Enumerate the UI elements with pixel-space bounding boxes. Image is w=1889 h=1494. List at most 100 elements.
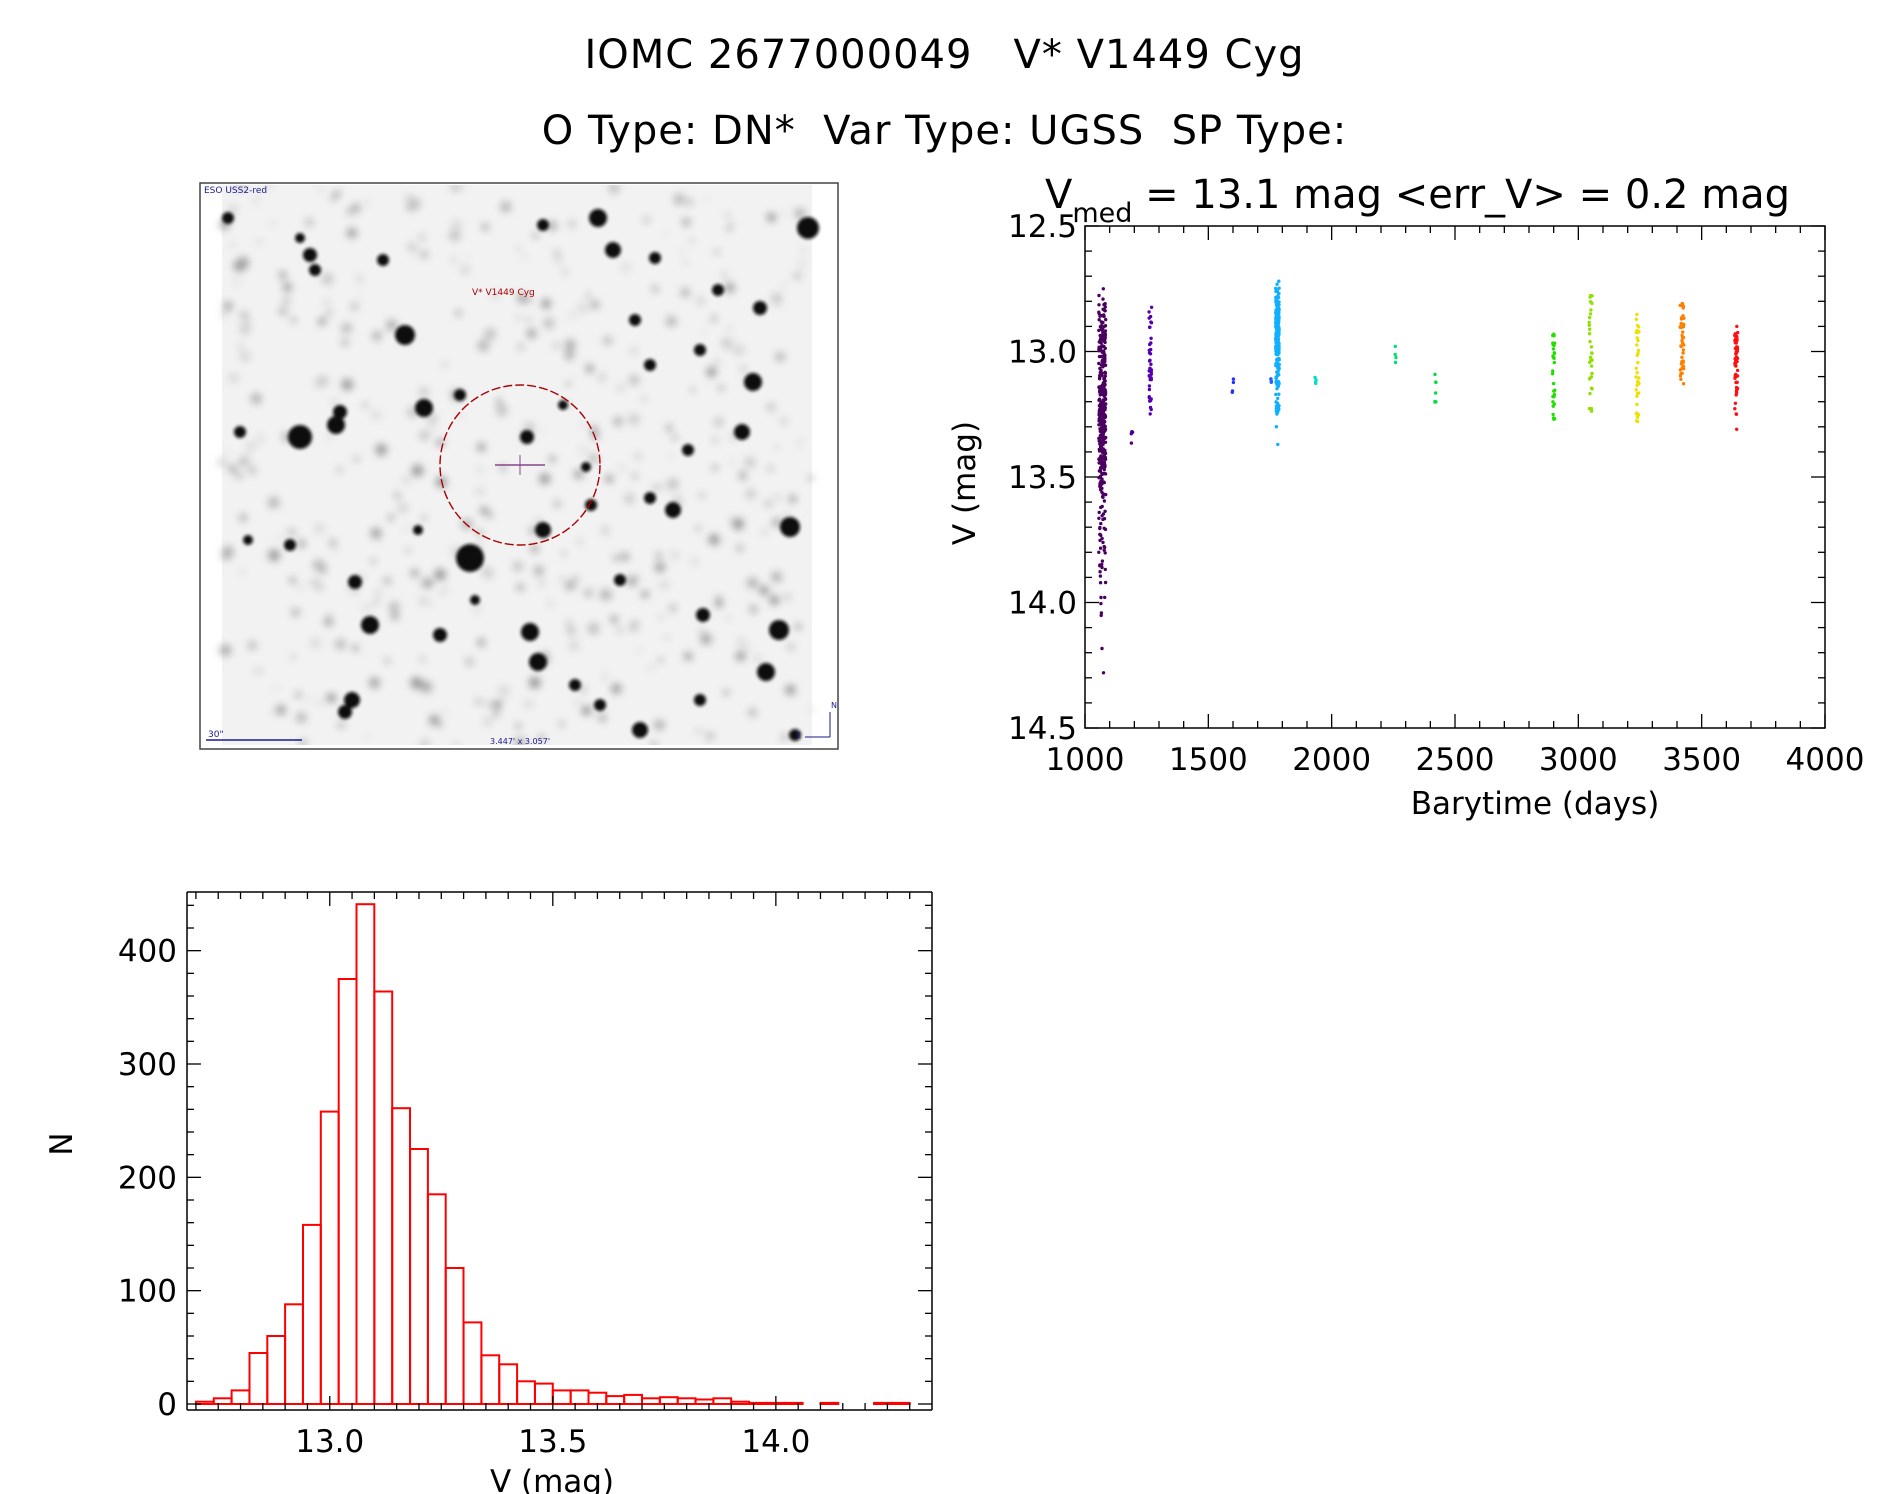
data-point — [1589, 308, 1593, 312]
data-point — [1635, 371, 1639, 375]
data-point — [1101, 462, 1105, 466]
data-point — [1103, 595, 1107, 600]
data-point — [1274, 392, 1278, 397]
data-point — [1590, 294, 1594, 298]
data-point — [1098, 526, 1102, 531]
y-tick-label: 300 — [118, 1047, 177, 1083]
y-tick-label: 14.5 — [1008, 711, 1077, 747]
data-point — [1097, 310, 1101, 314]
data-point — [1434, 380, 1438, 385]
data-point — [1097, 423, 1101, 427]
data-point — [1274, 349, 1278, 353]
data-point — [1098, 546, 1103, 550]
data-point — [1103, 551, 1107, 555]
data-point — [1231, 380, 1236, 385]
data-point — [1587, 332, 1592, 336]
data-point — [1100, 424, 1104, 428]
data-point — [1393, 344, 1398, 349]
data-point — [1130, 430, 1135, 434]
histogram-bar — [641, 1397, 661, 1406]
data-point — [1590, 358, 1594, 362]
data-point — [1101, 437, 1106, 441]
data-point — [1680, 316, 1684, 320]
data-point — [1637, 325, 1641, 329]
x-tick-label: 1000 — [1046, 742, 1125, 778]
data-point — [1098, 488, 1103, 492]
data-point — [1098, 325, 1103, 329]
data-point — [1551, 333, 1555, 338]
data-point — [1098, 366, 1102, 371]
data-point — [1097, 516, 1101, 520]
data-point — [1634, 412, 1639, 416]
data-point — [1635, 415, 1640, 419]
data-point — [1104, 317, 1108, 322]
data-point — [1097, 510, 1101, 515]
histogram-bar — [658, 1396, 679, 1405]
data-point — [1681, 351, 1685, 355]
histogram-bar — [890, 1401, 911, 1406]
histogram-bar — [873, 1401, 893, 1406]
data-point — [1733, 360, 1738, 365]
data-point — [1098, 314, 1102, 318]
data-point — [1635, 383, 1639, 387]
data-point — [1098, 416, 1102, 420]
data-point — [1276, 342, 1280, 346]
histogram-bar — [819, 1401, 840, 1406]
data-point — [1101, 432, 1105, 437]
data-point — [1680, 302, 1684, 306]
data-point — [1634, 375, 1638, 379]
histogram-bar — [462, 1321, 483, 1406]
data-point — [1098, 563, 1102, 567]
data-point — [1588, 327, 1592, 331]
histogram-bar — [212, 1397, 233, 1406]
data-point — [1147, 387, 1152, 392]
data-point — [1733, 401, 1738, 405]
y-tick-label: 12.5 — [1008, 209, 1077, 245]
data-point — [1101, 332, 1105, 336]
title-value: = 13.1 mag <err_V> = 0.2 mag — [1132, 172, 1790, 218]
data-point — [1230, 390, 1235, 394]
data-point — [1102, 526, 1106, 530]
data-point — [1735, 374, 1739, 378]
data-point — [1433, 391, 1438, 395]
data-point — [1393, 360, 1398, 365]
data-point — [1276, 401, 1280, 406]
histogram-bars — [194, 903, 911, 1406]
data-point — [1101, 419, 1105, 423]
data-point — [1275, 363, 1279, 367]
data-point — [1277, 367, 1281, 371]
data-point — [1635, 391, 1640, 396]
data-point — [1680, 338, 1684, 343]
data-point — [1103, 305, 1108, 309]
data-point — [1269, 377, 1273, 381]
data-point — [1097, 398, 1101, 402]
data-point — [1149, 305, 1154, 309]
data-point — [1552, 417, 1556, 421]
data-point — [1099, 429, 1103, 434]
data-point — [1149, 397, 1153, 401]
data-point — [1735, 356, 1740, 361]
x-tick-label: 13.0 — [295, 1424, 364, 1460]
data-point — [1147, 316, 1151, 320]
y-tick-label: 400 — [118, 934, 177, 970]
data-point — [1149, 341, 1153, 345]
histogram-bar — [783, 1401, 804, 1406]
data-point — [1637, 329, 1641, 334]
data-point — [1734, 380, 1738, 385]
data-point — [1551, 412, 1555, 417]
data-point — [1588, 391, 1592, 396]
data-point — [1552, 360, 1557, 365]
data-point — [1099, 408, 1103, 412]
data-point — [1735, 368, 1740, 373]
histogram-bar — [302, 1223, 322, 1406]
data-point — [1275, 282, 1279, 286]
data-point — [1102, 499, 1107, 503]
data-point — [1147, 384, 1152, 388]
data-point — [1149, 372, 1154, 376]
data-point — [1276, 406, 1281, 411]
histogram-bar — [248, 1352, 269, 1405]
data-point — [1274, 286, 1278, 291]
data-point — [1097, 385, 1101, 389]
histogram-bar — [551, 1389, 572, 1406]
y-tick-label: 13.0 — [1008, 335, 1077, 371]
